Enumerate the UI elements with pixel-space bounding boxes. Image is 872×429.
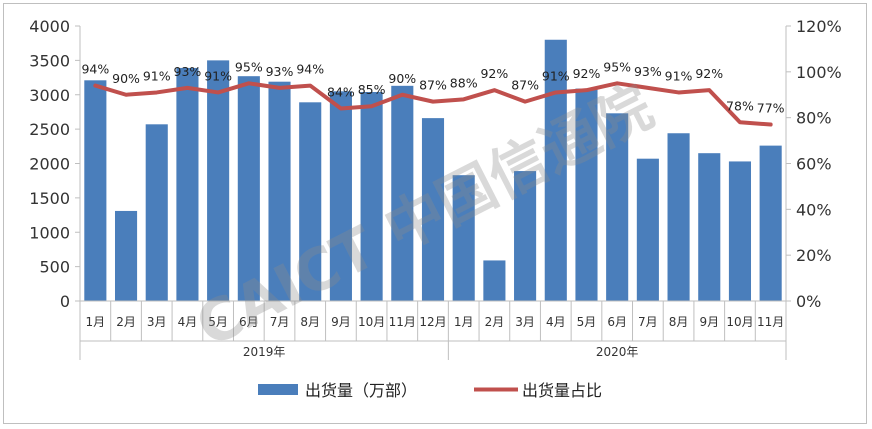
x-tick-label: 6月 (607, 315, 627, 329)
y-right-tick-label: 0% (796, 292, 821, 311)
x-tick-label: 5月 (577, 315, 597, 329)
legend-bar-swatch (258, 384, 298, 395)
x-tick-label: 11月 (389, 315, 416, 329)
y-left-tick-label: 3000 (29, 86, 70, 105)
x-tick-label: 9月 (331, 315, 351, 329)
y-left-tick-label: 4000 (29, 17, 70, 36)
x-tick-label: 3月 (515, 315, 535, 329)
bar (544, 39, 567, 301)
x-tick-label: 12月 (419, 315, 446, 329)
data-label: 92% (480, 66, 508, 81)
bar (636, 158, 659, 301)
bar (207, 60, 230, 301)
data-label: 92% (573, 66, 601, 81)
bar (421, 118, 445, 301)
x-tick-label: 3月 (147, 315, 167, 329)
bar (483, 260, 506, 301)
bar (329, 91, 352, 301)
share-line (93, 81, 773, 127)
x-tick-label: 1月 (454, 315, 474, 329)
x-tick-label: 9月 (699, 315, 719, 329)
x-tick-label: 2月 (485, 315, 505, 329)
y-right-tick-label: 20% (796, 246, 832, 265)
y-left-tick-label: 0 (60, 292, 70, 311)
x-tick-label: 11月 (757, 315, 784, 329)
bar-series (84, 39, 782, 301)
y-right-tick-label: 40% (796, 200, 832, 219)
x-group-label: 2019年 (243, 345, 286, 359)
x-tick-label: 4月 (546, 315, 566, 329)
data-label: 94% (81, 62, 109, 77)
x-group-label: 2020年 (596, 345, 639, 359)
x-tick-label: 6月 (239, 315, 259, 329)
data-label: 95% (603, 59, 631, 74)
percent-labels: 94%90% 91% 93% 91%95% 93% 94%84% 85%90% 87% 88%9… (81, 59, 784, 115)
data-label: 91% (542, 68, 570, 83)
x-tick-label: 10月 (726, 315, 753, 329)
bar (759, 145, 782, 301)
data-label: 91% (665, 68, 693, 83)
data-label: 91% (204, 68, 232, 83)
bar (237, 76, 260, 301)
x-tick-label: 1月 (86, 315, 106, 329)
y-left-tick-label: 3500 (29, 51, 70, 70)
bar (698, 153, 721, 301)
data-label: 90% (112, 71, 140, 86)
legend-line-label: 出货量占比 (522, 381, 602, 400)
y-left-tick-label: 1500 (29, 189, 70, 208)
legend: 出货量（万部） 出货量占比 (258, 381, 602, 400)
bar (391, 85, 414, 301)
bar (667, 133, 690, 301)
bar (84, 80, 107, 301)
data-label: 88% (450, 75, 478, 90)
y-left-tick-label: 2500 (29, 120, 70, 139)
data-label: 85% (358, 82, 386, 97)
bar (268, 81, 291, 301)
data-label: 84% (327, 85, 355, 100)
data-label: 90% (388, 71, 416, 86)
x-tick-label: 4月 (178, 315, 198, 329)
y-right-tick-label: 120% (796, 17, 842, 36)
y-right-tick-label: 100% (796, 63, 842, 82)
x-tick-label: 10月 (358, 315, 385, 329)
legend-bar-label: 出货量（万部） (305, 381, 417, 400)
bar (145, 124, 168, 301)
bar (606, 113, 629, 301)
bar (452, 175, 475, 301)
data-label: 91% (143, 68, 171, 83)
y-right-tick-label: 80% (796, 109, 832, 128)
data-label: 94% (296, 62, 324, 77)
data-label: 93% (174, 64, 202, 79)
bar (514, 171, 537, 301)
y-left-tick-label: 500 (39, 258, 70, 277)
x-tick-label: 7月 (270, 315, 290, 329)
x-tick-label: 8月 (669, 315, 689, 329)
data-label: 95% (235, 59, 263, 74)
data-label: 93% (634, 64, 662, 79)
data-label: 87% (419, 78, 447, 93)
x-tick-label: 5月 (208, 315, 228, 329)
x-tick-label: 7月 (638, 315, 658, 329)
category-axis: 1月 2月 3月 4月 5月 6月 7月 8月 9月 10月 11月 12月 1月 2月 3月 4月 5月 6月 7… (79, 300, 787, 360)
axes: 0 500 1000 1500 2000 2500 3000 3500 4000 0% 20% 40%… (29, 17, 841, 311)
bar (176, 67, 199, 301)
line-series (93, 81, 773, 127)
y-left-tick-label: 1000 (29, 223, 70, 242)
data-label: 93% (266, 64, 294, 79)
data-label: 77% (757, 101, 785, 116)
x-tick-label: 8月 (300, 315, 320, 329)
data-label: 78% (726, 98, 754, 113)
data-label: 92% (695, 66, 723, 81)
bar (360, 92, 383, 301)
bar (299, 102, 322, 301)
bar (575, 88, 598, 301)
y-left-tick-label: 2000 (29, 155, 70, 174)
bar (728, 161, 752, 301)
data-label: 87% (511, 78, 539, 93)
x-tick-label: 2月 (116, 315, 136, 329)
bar (114, 210, 138, 301)
y-right-tick-label: 60% (796, 155, 832, 174)
